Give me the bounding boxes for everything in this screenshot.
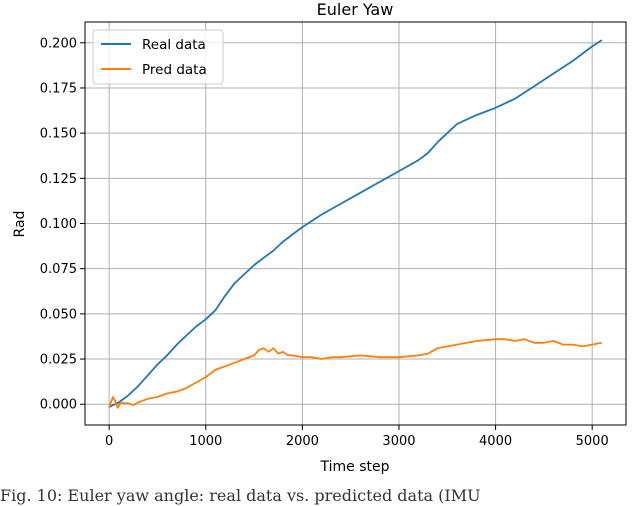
chart-title: Euler Yaw	[317, 0, 394, 19]
y-tick-label: 0.125	[40, 172, 77, 187]
series-line-pred-data	[108, 338, 602, 409]
euler-yaw-chart: Euler Yaw 0 1000 2000 3000 4000 5000 0.000 0.02…	[12, 0, 627, 475]
x-tick-label: 1000	[189, 434, 222, 449]
y-axis-label: Rad	[12, 211, 28, 238]
y-tick-label: 0.150	[40, 127, 77, 142]
axis-ticks: 0 1000 2000 3000 4000 5000 0.000 0.025 0.050 0.07…	[40, 36, 609, 449]
y-tick-label: 0.025	[40, 353, 77, 368]
y-tick-label: 0.175	[40, 81, 77, 96]
legend-label-real-data: Real data	[142, 37, 206, 53]
y-tick-label: 0.100	[40, 217, 77, 232]
x-tick-label: 2000	[286, 434, 319, 449]
x-tick-label: 0	[105, 434, 113, 449]
figure-caption: Fig. 10: Euler yaw angle: real data vs. …	[0, 486, 481, 505]
y-tick-label: 0.075	[40, 262, 77, 277]
x-axis-label: Time step	[320, 459, 390, 475]
gridlines	[85, 22, 626, 425]
y-tick-label: 0.000	[40, 398, 77, 413]
x-tick-label: 3000	[382, 434, 415, 449]
legend-label-pred-data: Pred data	[142, 62, 207, 78]
series-lines	[108, 39, 603, 409]
y-tick-label: 0.050	[40, 307, 77, 322]
x-tick-label: 4000	[479, 434, 512, 449]
y-tick-label: 0.200	[40, 36, 77, 51]
legend: Real data Pred data	[92, 29, 224, 85]
series-line-real-data	[108, 39, 603, 408]
x-tick-label: 5000	[576, 434, 609, 449]
